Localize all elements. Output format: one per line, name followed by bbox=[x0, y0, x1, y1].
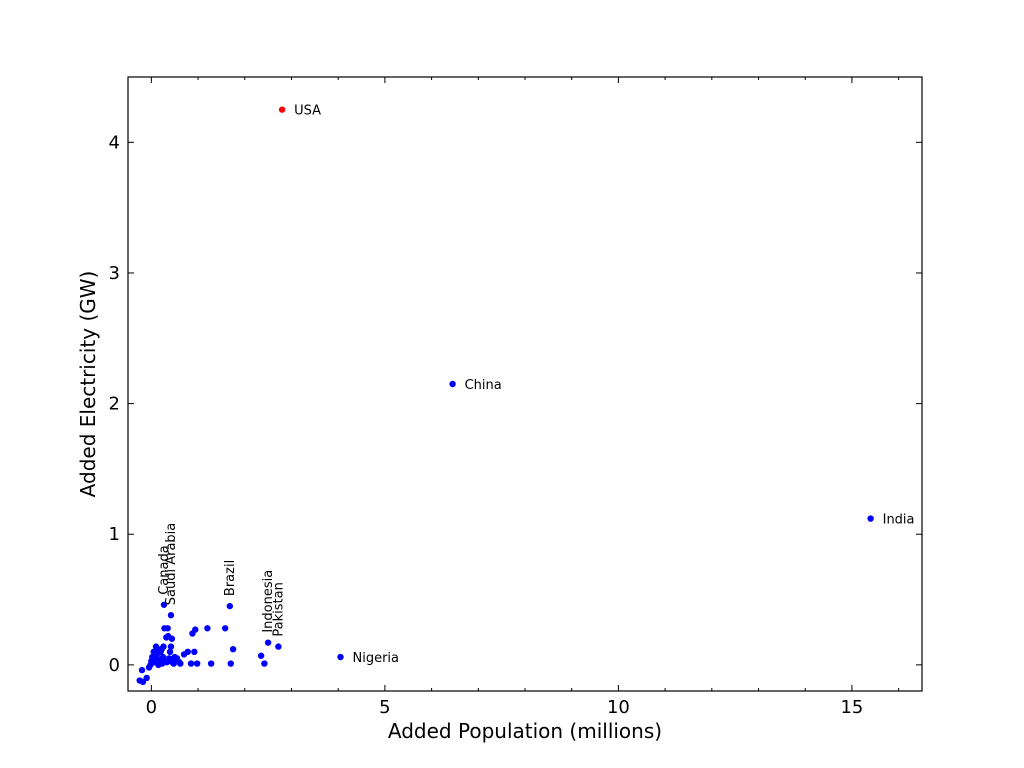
point-label: China bbox=[465, 378, 502, 393]
data-point bbox=[227, 660, 234, 667]
y-tick-label: 2 bbox=[109, 394, 120, 415]
data-point bbox=[184, 648, 191, 656]
labeled-point bbox=[160, 601, 168, 608]
data-point bbox=[164, 625, 171, 632]
data-point bbox=[143, 674, 150, 682]
point-label: Canada bbox=[157, 545, 172, 594]
plot-area bbox=[128, 77, 922, 691]
labeled-point bbox=[867, 515, 874, 522]
labeled-point bbox=[264, 639, 272, 646]
y-tick-label: 0 bbox=[109, 655, 120, 676]
point-label: USA bbox=[294, 104, 321, 119]
point-label: Brazil bbox=[223, 560, 238, 596]
tick-labels: 0 5 10 15 0 1 2 3 4 bbox=[109, 132, 864, 718]
data-point bbox=[192, 626, 199, 633]
labeled-point bbox=[449, 380, 456, 388]
data-point bbox=[257, 652, 265, 659]
data-point bbox=[191, 648, 198, 656]
data-point bbox=[177, 660, 184, 667]
point-label: Indonesia bbox=[261, 570, 276, 633]
labeled-point bbox=[275, 643, 282, 650]
y-axis-label: Added Electricity (GW) bbox=[76, 271, 100, 498]
data-point bbox=[261, 660, 268, 667]
data-point bbox=[167, 643, 175, 650]
point-label: India bbox=[883, 513, 915, 528]
data-point bbox=[193, 660, 201, 667]
y-tick-label: 3 bbox=[109, 263, 120, 284]
x-axis-label: Added Population (millions) bbox=[388, 719, 662, 743]
x-tick-label: 10 bbox=[607, 697, 630, 718]
data-point bbox=[221, 625, 229, 632]
data-point bbox=[160, 643, 167, 650]
data-point bbox=[207, 660, 215, 667]
data-point bbox=[187, 660, 195, 667]
data-point bbox=[229, 645, 237, 653]
data-point bbox=[138, 666, 146, 674]
data-point bbox=[204, 625, 211, 632]
point-label: Pakistan bbox=[271, 582, 286, 636]
x-tick-label: 5 bbox=[379, 697, 390, 718]
y-tick-label: 1 bbox=[109, 524, 120, 545]
point-label: Saudi Arabia bbox=[164, 523, 179, 606]
labeled-point bbox=[226, 602, 234, 610]
labeled-point bbox=[337, 653, 344, 661]
x-tick-label: 0 bbox=[146, 697, 157, 718]
data-point bbox=[168, 635, 176, 642]
labeled-point bbox=[278, 106, 286, 113]
plot-frame bbox=[127, 76, 923, 692]
x-tick-label: 15 bbox=[840, 697, 863, 718]
y-tick-label: 4 bbox=[109, 132, 120, 153]
data-point bbox=[166, 648, 174, 656]
point-label: Nigeria bbox=[353, 651, 400, 666]
data-points bbox=[136, 106, 874, 686]
labeled-point bbox=[167, 612, 175, 619]
